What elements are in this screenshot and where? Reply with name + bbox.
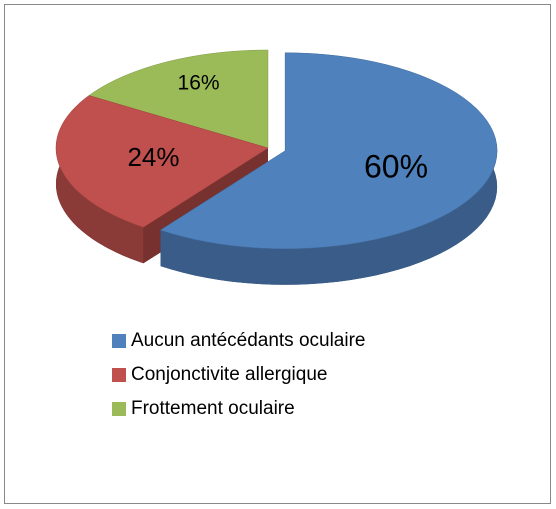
legend-swatch — [112, 334, 126, 348]
data-label: 16% — [178, 71, 220, 94]
legend-label: Frottement oculaire — [131, 398, 295, 419]
slice-side — [160, 52, 498, 285]
legend-label: Conjonctivite allergique — [131, 364, 327, 385]
slice — [159, 52, 498, 250]
data-label: 24% — [127, 142, 179, 172]
data-label: 60% — [364, 149, 428, 185]
legend-label: Aucun antécédants oculaire — [131, 330, 366, 351]
slice — [88, 49, 269, 149]
slice — [55, 95, 269, 228]
legend-swatch — [112, 402, 126, 416]
legend-swatch — [112, 368, 126, 382]
